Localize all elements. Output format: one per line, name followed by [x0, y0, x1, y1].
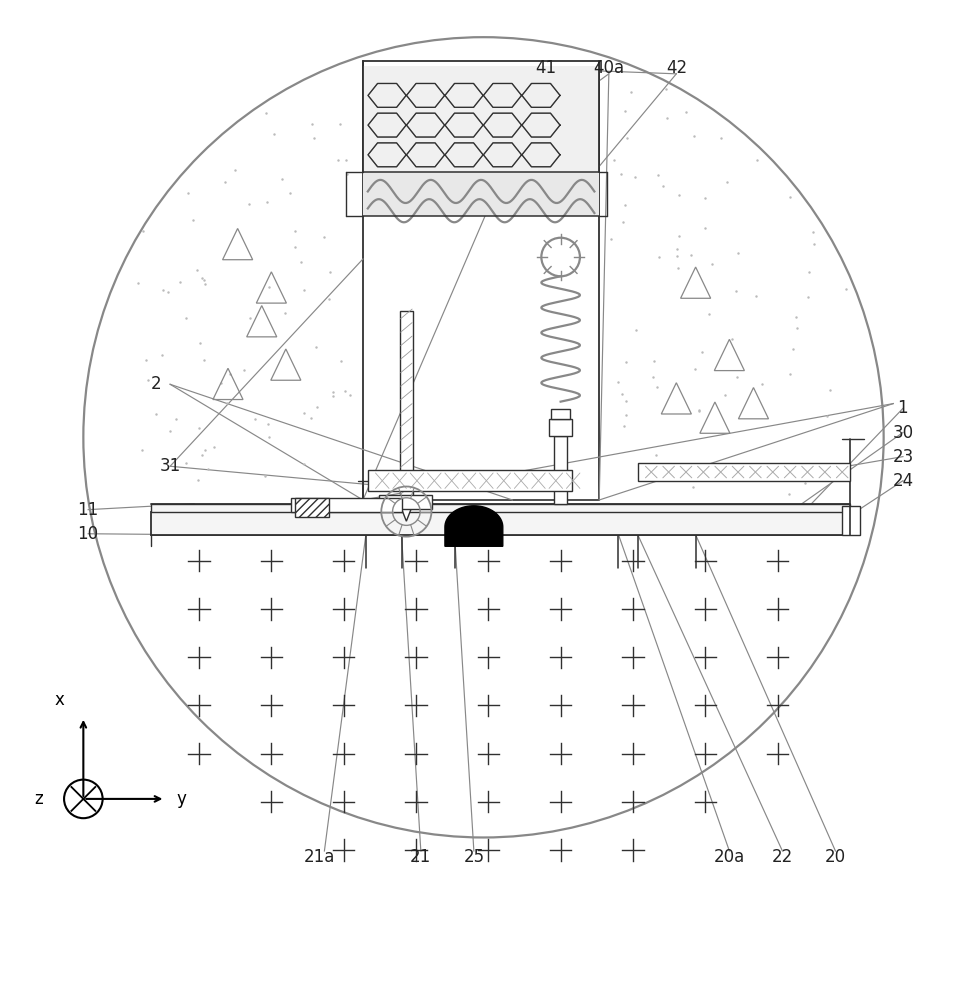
Text: y: y: [177, 790, 187, 808]
Bar: [296, 498, 329, 517]
Text: 21a: 21a: [304, 848, 336, 866]
Bar: [367, 470, 571, 491]
Text: 42: 42: [666, 59, 687, 77]
Bar: [151, 504, 850, 512]
Text: 41: 41: [536, 59, 557, 77]
Bar: [291, 498, 401, 512]
Text: 20a: 20a: [714, 848, 745, 866]
Bar: [842, 506, 860, 535]
Bar: [363, 172, 600, 216]
Bar: [399, 311, 413, 504]
Text: 25: 25: [463, 848, 484, 866]
Text: 10: 10: [77, 525, 99, 543]
Text: 23: 23: [893, 448, 914, 466]
Text: 31: 31: [160, 457, 181, 475]
Bar: [363, 66, 600, 172]
Text: 1: 1: [897, 399, 908, 417]
Bar: [638, 463, 850, 481]
Text: 24: 24: [893, 472, 914, 490]
Bar: [151, 512, 850, 535]
Bar: [551, 409, 570, 419]
Text: 20: 20: [825, 848, 846, 866]
Text: 40a: 40a: [594, 59, 625, 77]
Text: x: x: [54, 691, 64, 709]
Text: z: z: [34, 790, 43, 808]
Polygon shape: [399, 504, 413, 521]
Text: 11: 11: [77, 501, 99, 519]
Bar: [549, 419, 572, 436]
Text: 2: 2: [150, 375, 161, 393]
Text: 22: 22: [772, 848, 793, 866]
Polygon shape: [445, 506, 503, 546]
Bar: [554, 436, 567, 504]
Text: 21: 21: [410, 848, 431, 866]
Bar: [379, 495, 432, 509]
Text: 30: 30: [893, 424, 914, 442]
